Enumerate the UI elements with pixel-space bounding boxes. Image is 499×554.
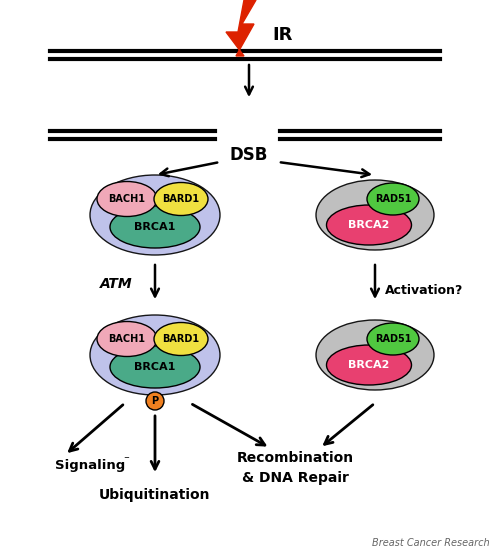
Circle shape	[146, 392, 164, 410]
Ellipse shape	[110, 346, 200, 388]
Text: ⁻: ⁻	[123, 455, 129, 465]
Ellipse shape	[326, 345, 412, 385]
Text: BRCA2: BRCA2	[348, 360, 390, 370]
Text: BRCA1: BRCA1	[134, 362, 176, 372]
Polygon shape	[226, 0, 256, 56]
Ellipse shape	[154, 182, 208, 216]
Text: Breast Cancer Research: Breast Cancer Research	[372, 538, 490, 548]
Text: RAD51: RAD51	[375, 194, 411, 204]
Text: BRCA2: BRCA2	[348, 220, 390, 230]
Ellipse shape	[367, 323, 419, 355]
Ellipse shape	[316, 180, 434, 250]
Ellipse shape	[154, 322, 208, 356]
Text: IR: IR	[272, 26, 292, 44]
Text: BACH1: BACH1	[108, 334, 146, 344]
Ellipse shape	[97, 321, 157, 357]
Ellipse shape	[316, 320, 434, 390]
Text: BARD1: BARD1	[163, 334, 200, 344]
Text: DSB: DSB	[230, 146, 268, 164]
Text: BACH1: BACH1	[108, 194, 146, 204]
Text: Ubiquitination: Ubiquitination	[99, 488, 211, 502]
Ellipse shape	[110, 206, 200, 248]
Text: RAD51: RAD51	[375, 334, 411, 344]
Text: Activation?: Activation?	[385, 284, 464, 296]
Ellipse shape	[97, 182, 157, 217]
Text: Signaling: Signaling	[55, 459, 125, 471]
Text: BARD1: BARD1	[163, 194, 200, 204]
Text: P: P	[151, 396, 159, 406]
Text: BRCA1: BRCA1	[134, 222, 176, 232]
Ellipse shape	[90, 315, 220, 395]
Text: Recombination
& DNA Repair: Recombination & DNA Repair	[237, 452, 354, 485]
Ellipse shape	[90, 175, 220, 255]
Ellipse shape	[326, 205, 412, 245]
Ellipse shape	[367, 183, 419, 215]
Text: ATM: ATM	[100, 277, 133, 291]
